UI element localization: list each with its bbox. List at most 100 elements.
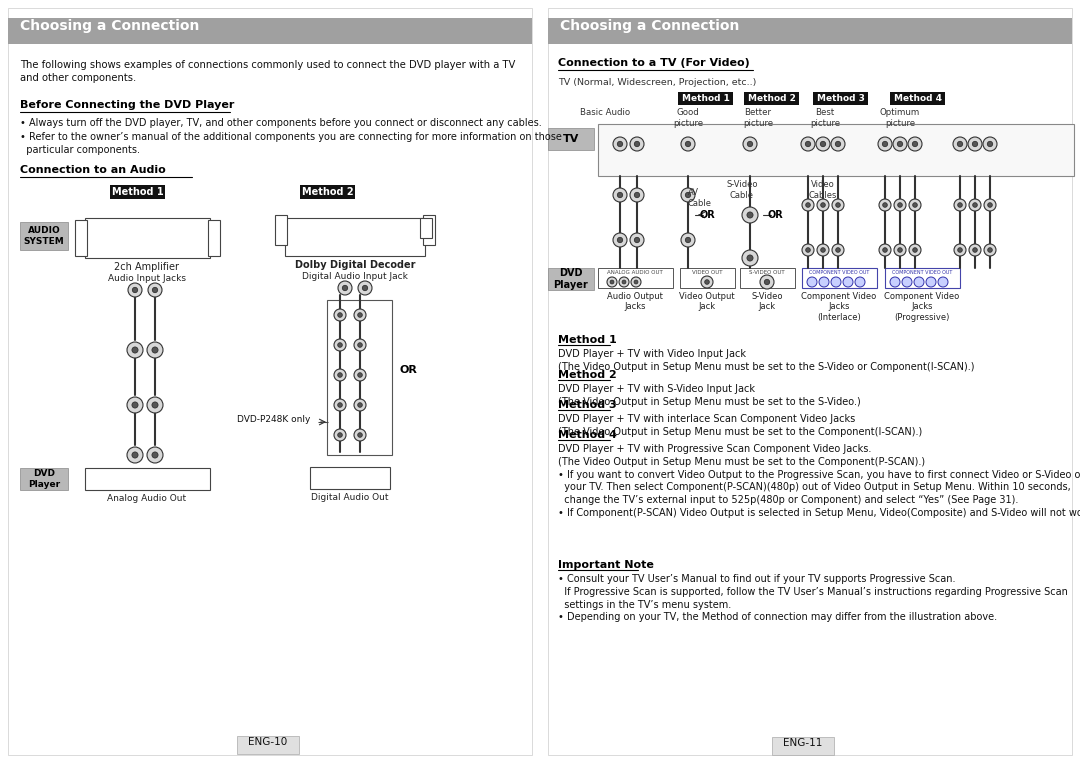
Text: DVD-P248K only: DVD-P248K only xyxy=(237,416,310,424)
Circle shape xyxy=(908,137,922,151)
Circle shape xyxy=(760,275,774,289)
Circle shape xyxy=(686,237,691,243)
Circle shape xyxy=(819,277,829,287)
Circle shape xyxy=(958,203,962,208)
Text: Method 4: Method 4 xyxy=(893,94,942,103)
Bar xyxy=(85,218,210,258)
Circle shape xyxy=(882,141,888,146)
Circle shape xyxy=(630,233,644,247)
Text: Method 1: Method 1 xyxy=(681,94,729,103)
Text: Video Output
Jack: Video Output Jack xyxy=(679,292,734,311)
Text: Best
picture: Best picture xyxy=(810,108,840,127)
Circle shape xyxy=(705,280,710,285)
Circle shape xyxy=(984,244,996,256)
Circle shape xyxy=(821,141,825,146)
Text: Component Video
Jacks
(Interlace): Component Video Jacks (Interlace) xyxy=(801,292,877,322)
Circle shape xyxy=(807,277,816,287)
Text: S-Video
Cable: S-Video Cable xyxy=(726,180,758,200)
Bar xyxy=(548,268,594,290)
Circle shape xyxy=(132,347,138,353)
Circle shape xyxy=(913,141,918,146)
Text: Method 3: Method 3 xyxy=(558,400,617,410)
Text: Digital Audio Out: Digital Audio Out xyxy=(311,493,389,502)
Bar xyxy=(548,18,1072,44)
Text: DVD
Player: DVD Player xyxy=(554,268,589,290)
Text: DVD Player + TV with interlace Scan Component Video Jacks
(The Video Output in S: DVD Player + TV with interlace Scan Comp… xyxy=(558,414,922,436)
Bar xyxy=(678,92,733,105)
Text: DVD Player + TV with Progressive Scan Component Video Jacks.
(The Video Output i: DVD Player + TV with Progressive Scan Co… xyxy=(558,444,1080,518)
Text: AUDIO
SYSTEM: AUDIO SYSTEM xyxy=(24,226,65,246)
Text: Choosing a Connection: Choosing a Connection xyxy=(21,19,200,33)
Circle shape xyxy=(882,203,888,208)
Circle shape xyxy=(816,199,829,211)
Circle shape xyxy=(983,137,997,151)
Circle shape xyxy=(988,203,993,208)
Circle shape xyxy=(634,280,638,284)
Circle shape xyxy=(742,250,758,266)
Text: • Always turn off the DVD player, TV, and other components before you connect or: • Always turn off the DVD player, TV, an… xyxy=(21,118,542,128)
Circle shape xyxy=(801,137,815,151)
Text: Method 2: Method 2 xyxy=(301,187,353,197)
Text: The following shows examples of connections commonly used to connect the DVD pla: The following shows examples of connecti… xyxy=(21,60,515,83)
Circle shape xyxy=(357,343,362,347)
Bar xyxy=(680,268,735,288)
Circle shape xyxy=(357,313,362,317)
Circle shape xyxy=(357,281,372,295)
Circle shape xyxy=(147,342,163,358)
Circle shape xyxy=(618,237,623,243)
Circle shape xyxy=(843,277,853,287)
Bar xyxy=(285,218,426,256)
Circle shape xyxy=(631,277,642,287)
Circle shape xyxy=(686,141,691,146)
Bar xyxy=(420,218,432,238)
Circle shape xyxy=(894,199,906,211)
Text: • Consult your TV User’s Manual to find out if your TV supports Progressive Scan: • Consult your TV User’s Manual to find … xyxy=(558,574,1068,623)
Circle shape xyxy=(354,369,366,381)
Text: Important Note: Important Note xyxy=(558,560,653,570)
Circle shape xyxy=(357,433,362,437)
Circle shape xyxy=(618,192,623,198)
Circle shape xyxy=(806,141,811,146)
Circle shape xyxy=(747,255,753,261)
Circle shape xyxy=(334,309,346,321)
Circle shape xyxy=(902,277,912,287)
Bar xyxy=(208,220,220,256)
Circle shape xyxy=(816,244,829,256)
Circle shape xyxy=(634,141,639,146)
Circle shape xyxy=(362,285,367,291)
Text: Optimum
picture: Optimum picture xyxy=(880,108,920,127)
Circle shape xyxy=(879,244,891,256)
Bar xyxy=(813,92,868,105)
Text: Method 2: Method 2 xyxy=(747,94,796,103)
Text: Method 4: Method 4 xyxy=(558,430,617,440)
Circle shape xyxy=(879,199,891,211)
Bar xyxy=(802,268,877,288)
Bar xyxy=(75,220,87,256)
Circle shape xyxy=(747,212,753,218)
Text: ENG-10: ENG-10 xyxy=(248,737,287,747)
Bar xyxy=(740,268,795,288)
Circle shape xyxy=(832,244,843,256)
Circle shape xyxy=(132,452,138,458)
Circle shape xyxy=(152,402,158,408)
Circle shape xyxy=(988,248,993,253)
Circle shape xyxy=(357,372,362,377)
Text: Audio Output
Jacks: Audio Output Jacks xyxy=(607,292,663,311)
Circle shape xyxy=(334,369,346,381)
Circle shape xyxy=(607,277,617,287)
Text: OR: OR xyxy=(767,210,783,220)
Circle shape xyxy=(816,137,831,151)
Circle shape xyxy=(129,283,141,297)
Circle shape xyxy=(882,248,888,253)
Text: TV: TV xyxy=(563,134,579,144)
Circle shape xyxy=(342,285,348,291)
Circle shape xyxy=(897,248,902,253)
Text: Video
Cables: Video Cables xyxy=(809,180,837,200)
Circle shape xyxy=(338,343,342,347)
Circle shape xyxy=(806,248,810,253)
Text: Method 2: Method 2 xyxy=(558,370,617,380)
Circle shape xyxy=(973,203,977,208)
Circle shape xyxy=(909,244,921,256)
Bar xyxy=(772,737,834,755)
Circle shape xyxy=(954,244,966,256)
